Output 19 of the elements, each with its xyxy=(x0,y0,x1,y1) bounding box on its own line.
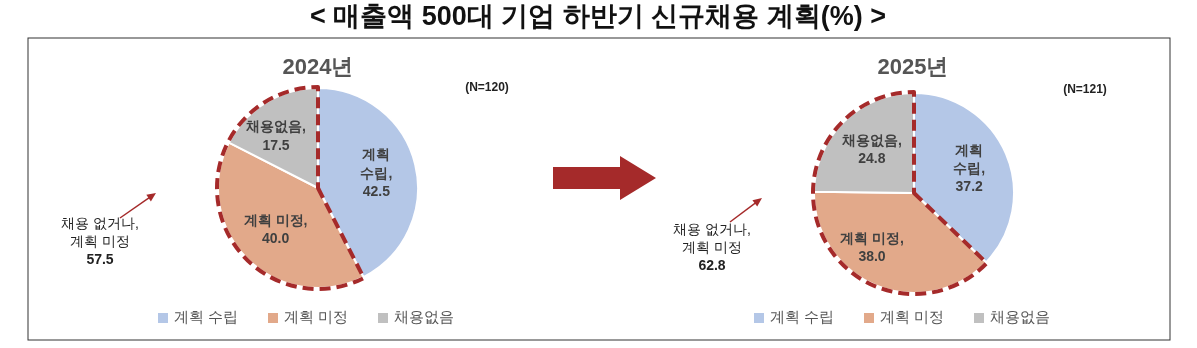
chart-title: 2025년 xyxy=(877,53,949,79)
legend-label: 계획 미정 xyxy=(880,307,945,325)
data-label: 계획 미정, 38.0 xyxy=(840,230,904,265)
legend-label: 채용없음 xyxy=(990,307,1050,325)
text: 채용 없거나, 계획 미정 57.5 xyxy=(61,214,139,267)
data-label: 채용없음, 24.8 xyxy=(840,131,902,167)
data-label: 계획 수립, 37.2 xyxy=(953,142,986,195)
text: 채용 없거나, 계획 미정 62.8 xyxy=(673,220,751,273)
legend-label: 계획 수립 xyxy=(174,307,239,325)
data-label: 채용없음, 17.5 xyxy=(245,118,306,153)
legend-label: 계획 수립 xyxy=(770,307,835,325)
text: (N=120) xyxy=(465,80,509,95)
text: (N=121) xyxy=(1063,82,1107,97)
text: < 매출액 500대 기업 하반기 신규채용 계획(%) > xyxy=(309,1,887,32)
data-label: 계획 미정, 40.0 xyxy=(243,212,308,247)
legend-label: 채용없음 xyxy=(394,307,454,325)
chart-title: 2024년 xyxy=(282,53,354,79)
legend-label: 계획 미정 xyxy=(284,307,349,325)
data-label: 계획 수립, 42.5 xyxy=(360,146,393,199)
